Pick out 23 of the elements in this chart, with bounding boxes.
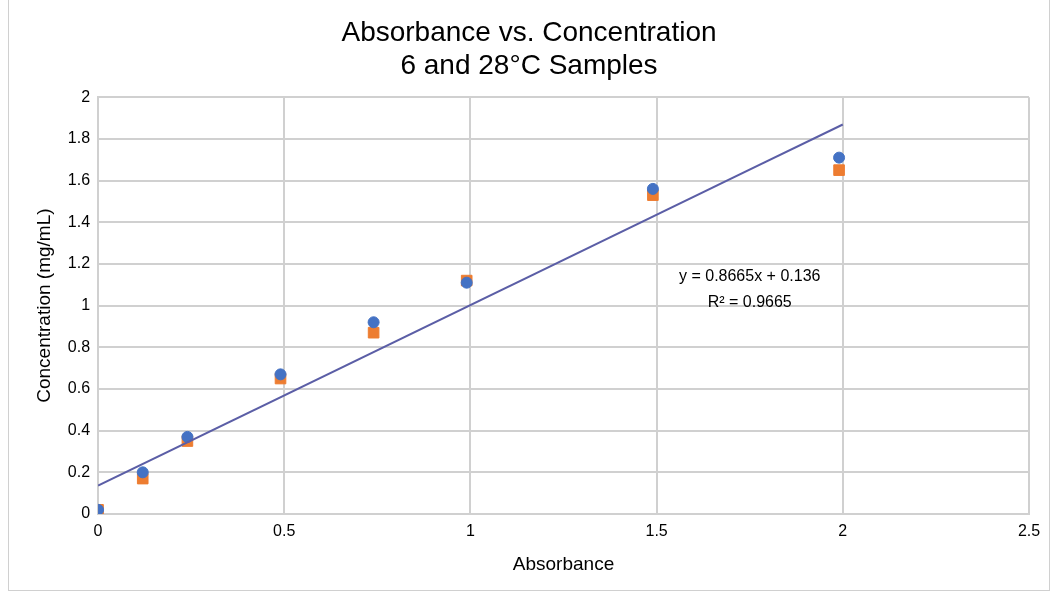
y-tick-label: 1.2 [67,254,91,272]
x-tick-label: 2.5 [1017,522,1041,540]
chart-subtitle: 6 and 28°C Samples [400,49,658,81]
chart-title: Absorbance vs. Concentration [341,15,717,47]
y-tick-label: 0 [81,504,91,522]
y-tick-label: 0.4 [67,421,91,439]
x-tick-label: 2 [838,522,848,540]
annotation: R² = 0.9665 [707,292,792,310]
x-tick-label: 0 [93,522,103,540]
annotation: y = 0.8665x + 0.136 [678,266,821,284]
y-tick-label: 0.6 [67,379,91,397]
y-tick-label: 1.6 [67,170,91,188]
y-tick-label: 1.4 [67,212,91,230]
x-tick-label: 0.5 [273,522,296,540]
x-tick-label: 1 [465,522,475,540]
y-tick-label: 0.8 [67,337,91,355]
y-tick-label: 1.8 [67,129,91,147]
x-axis-title: Absorbance [512,552,615,574]
y-tick-label: 1 [81,296,91,314]
x-tick-label: 1.5 [645,522,668,540]
y-tick-label: 0.2 [67,462,91,480]
y-axis-title: Concentration (mg/mL) [32,208,54,403]
y-tick-label: 2 [81,87,91,105]
